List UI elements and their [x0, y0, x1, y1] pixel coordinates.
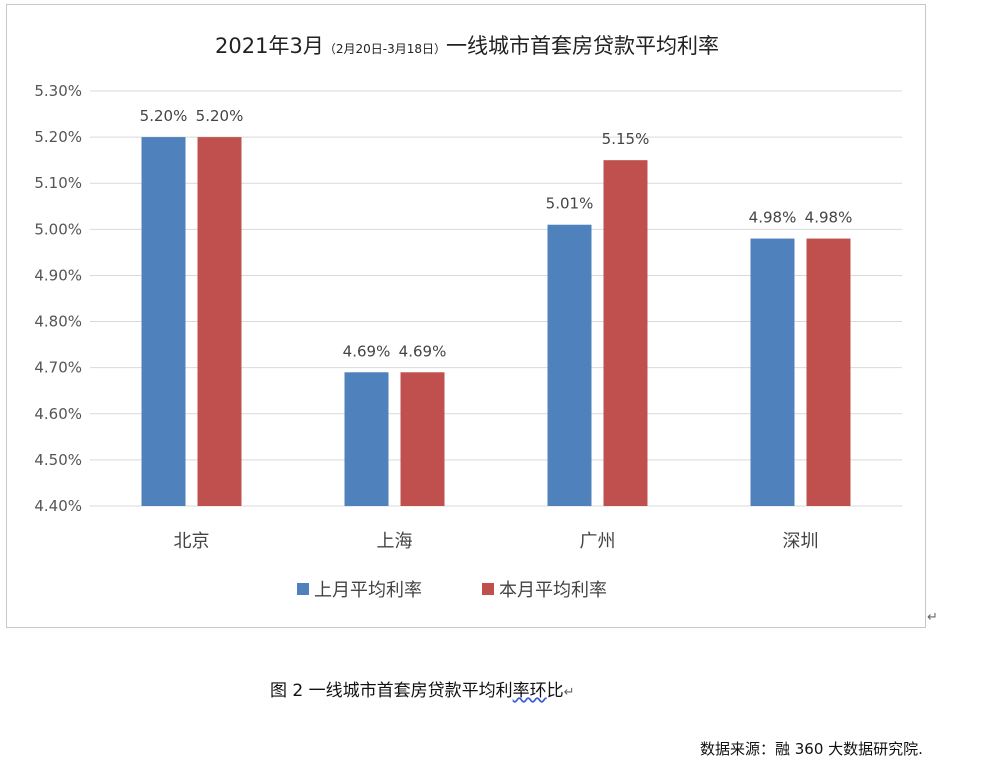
legend-label: 上月平均利率: [314, 580, 422, 601]
data-label: 4.69%: [343, 342, 391, 360]
y-tick-label: 5.30%: [34, 82, 82, 100]
data-label: 4.98%: [805, 209, 853, 227]
caption-underlined: 率环: [512, 681, 547, 701]
caption-text: 一线城市首套房贷款平均利: [308, 681, 513, 701]
bar-last-month: [141, 137, 186, 506]
x-category-label: 广州: [580, 531, 616, 552]
x-category-label: 上海: [377, 531, 413, 552]
bar-this-month: [603, 160, 648, 506]
y-tick-label: 4.90%: [34, 266, 82, 284]
data-label: 4.98%: [749, 209, 797, 227]
legend-swatch: [297, 583, 309, 595]
chart-title: 2021年3月（2月20日-3月18日）一线城市首套房贷款平均利率: [215, 34, 719, 58]
x-category-label: 北京: [174, 531, 210, 552]
y-tick-label: 5.00%: [34, 220, 82, 238]
bar-this-month: [806, 238, 851, 507]
paragraph-mark: ↵: [927, 610, 938, 625]
bar-last-month: [750, 238, 795, 507]
data-label: 5.15%: [602, 130, 650, 148]
bar-this-month: [400, 372, 445, 506]
bar-chart: 2021年3月（2月20日-3月18日）一线城市首套房贷款平均利率 4.40% 4…: [34, 34, 902, 601]
y-tick-label: 4.60%: [34, 405, 82, 423]
chart-frame: 2021年3月（2月20日-3月18日）一线城市首套房贷款平均利率 4.40% 4…: [6, 4, 926, 628]
data-label: 5.20%: [140, 107, 188, 125]
bar-this-month: [197, 137, 242, 506]
data-label: 4.69%: [399, 342, 447, 360]
data-label: 5.01%: [546, 195, 594, 213]
legend-swatch: [482, 583, 494, 595]
figure-caption: 图 2 一线城市首套房贷款平均利率环比↵: [270, 676, 575, 701]
caption-prefix: 图 2: [270, 681, 304, 701]
bar-last-month: [547, 224, 592, 506]
y-tick-label: 4.80%: [34, 313, 82, 331]
x-category-label: 深圳: [783, 531, 819, 552]
y-tick-label: 4.40%: [34, 497, 82, 515]
y-tick-label: 5.20%: [34, 128, 82, 146]
y-tick-label: 5.10%: [34, 174, 82, 192]
legend-label: 本月平均利率: [499, 580, 607, 601]
y-tick-label: 4.70%: [34, 359, 82, 377]
caption-paragraph-mark: ↵: [563, 685, 575, 700]
caption-suffix: 比: [546, 681, 564, 701]
y-tick-label: 4.50%: [34, 451, 82, 469]
data-source: 数据来源：融 360 大数据研究院.: [700, 740, 923, 758]
bar-last-month: [344, 372, 389, 506]
data-label: 5.20%: [196, 107, 244, 125]
